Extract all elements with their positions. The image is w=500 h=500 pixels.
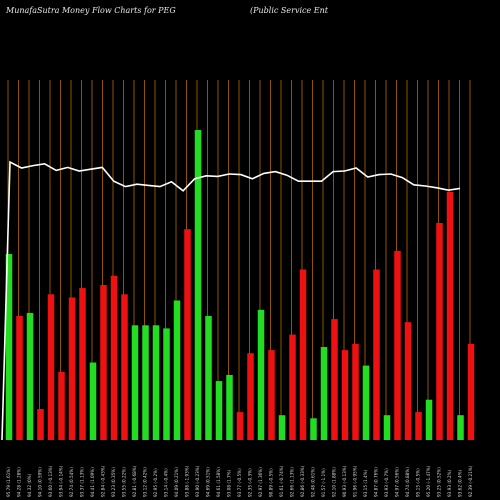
x-tick-label: 92.97 (1.36%) (258, 467, 263, 497)
x-tick-label: 93.62 (0.4%) (458, 469, 463, 497)
money-flow-bar (457, 415, 464, 440)
money-flow-bar (58, 371, 65, 440)
money-flow-bar (121, 294, 128, 440)
money-flow-bar (299, 269, 307, 440)
money-flow-bar (37, 409, 44, 440)
x-tick-label: 92.48 (0.61%) (311, 467, 316, 497)
x-tick-label: 94.74 (0.88%) (405, 467, 410, 497)
money-flow-bar (152, 325, 160, 440)
money-flow-bar (26, 312, 34, 440)
x-tick-label: 92.74 (0.54%) (69, 467, 74, 497)
money-flow-bar (289, 334, 296, 440)
x-tick-label: 93.14 (-0.4%) (164, 468, 169, 497)
money-flow-bar (215, 381, 223, 440)
money-flow-bar (163, 328, 170, 440)
x-tick-label: 90.93 (-0.13%) (342, 465, 347, 497)
x-tick-label: 93.90 (-0.23%) (195, 465, 200, 497)
x-tick-label: 94.61 (1.58%) (216, 467, 221, 497)
x-tick-label: 95.20 (-1.47%) (426, 465, 431, 497)
money-flow-bar (257, 309, 265, 440)
money-flow-bar (236, 412, 244, 440)
x-tick-label: 94.41 (1.09%) (90, 467, 95, 497)
x-tick-label: 92.86 (-0.33%) (300, 465, 305, 497)
money-flow-bar (89, 362, 97, 440)
x-tick-label: 94.69 (0.51%) (206, 467, 211, 497)
x-tick-label: 93.25 (0.52%) (437, 467, 442, 497)
money-flow-bar (383, 415, 391, 440)
chart-subtitle: (Public Service Ent (250, 6, 328, 15)
x-tick-label: 93.60 (-0.13%) (48, 465, 53, 497)
money-flow-bar (5, 254, 13, 440)
x-tick-label: 94.32 (0%) (27, 473, 32, 497)
money-flow-bar (226, 374, 233, 440)
x-tick-label: 93.94 (-0.14%) (59, 465, 64, 497)
x-tick-label: 92.95 (-0.2%) (153, 468, 158, 497)
x-tick-label: 92.81 (-0.68%) (132, 465, 137, 497)
money-flow-bar (331, 319, 338, 440)
x-tick-label: 92.10 (1.88%) (332, 467, 337, 497)
money-flow-bar (425, 399, 433, 440)
money-flow-bar (68, 297, 76, 440)
money-flow-bar (110, 275, 118, 440)
x-tick-label: 94.09 (0.21%) (174, 467, 179, 497)
money-flow-bar (205, 316, 212, 440)
money-flow-bar (278, 415, 286, 440)
money-flow-bar (446, 192, 454, 440)
money-flow-bar (247, 353, 254, 440)
money-flow-bar (310, 418, 317, 440)
x-tick-label: 92.35 (-0.3%) (248, 468, 253, 497)
x-tick-label: 95.79 (1.61%) (6, 467, 11, 497)
x-tick-label: 91.61 (-0.74%) (279, 465, 284, 497)
x-tick-label: 93.15 (1.4%) (363, 469, 368, 497)
x-tick-label: 93.55 (0.22%) (122, 467, 127, 497)
money-flow-bar (194, 130, 202, 440)
x-tick-label: 93.37 (1.13%) (80, 467, 85, 497)
money-flow-bar (373, 269, 380, 440)
money-flow-bar (394, 250, 401, 440)
x-tick-label: 92.66 (1.13%) (290, 467, 295, 497)
money-flow-bar (467, 343, 475, 440)
x-tick-label: 93.77 (-0.5%) (237, 468, 242, 497)
money-flow-bar (184, 229, 191, 440)
money-flow-bar (320, 347, 328, 440)
x-tick-label: 91.57 (-1.1%) (321, 468, 326, 497)
money-flow-bar (341, 350, 349, 440)
x-tick-label: 93.23 (0.35%) (111, 467, 116, 497)
x-tick-label: 90.89 (-0.5%) (269, 468, 274, 497)
x-tick-label: 93.08 (1.7%) (227, 469, 232, 497)
money-flow-bar (173, 300, 181, 440)
money-flow-bar (100, 285, 107, 440)
x-tick-label: 92.84 (-0.43%) (101, 465, 106, 497)
chart-title: MunafaSutra Money Flow Charts for PEG (6, 6, 176, 15)
x-tick-label: 95.15 (-0.5%) (416, 468, 421, 497)
money-flow-bar (404, 322, 412, 440)
money-flow-bar (362, 365, 370, 440)
money-flow-bar (415, 412, 422, 440)
money-flow-bar (131, 325, 139, 440)
money-flow-bar (79, 288, 86, 440)
x-tick-label: 93.88 (-1.93%) (185, 465, 190, 497)
x-tick-label: 92.39 (-0.21%) (468, 465, 473, 497)
x-tick-label: 94.97 (0.56%) (395, 467, 400, 497)
x-tick-label: 93.93 (0.2%) (447, 469, 452, 497)
money-flow-bar (268, 350, 275, 440)
money-flow-bar (47, 294, 55, 440)
money-flow-bar (436, 223, 443, 440)
x-tick-label: 91.96 (-0.95%) (353, 465, 358, 497)
money-flow-bar (142, 325, 149, 440)
money-flow-bar (352, 343, 359, 440)
x-tick-label: 94.28 (1.28%) (17, 467, 22, 497)
money-flow-bar (16, 316, 23, 440)
x-tick-label: 94.87 (0.76%) (374, 467, 379, 497)
x-tick-label: 93.93 (-0.7%) (384, 468, 389, 497)
price-line (1, 160, 461, 441)
x-tick-label: 94.10 (0.59%) (38, 467, 43, 497)
x-tick-label: 93.12 (0.42%) (143, 467, 148, 497)
